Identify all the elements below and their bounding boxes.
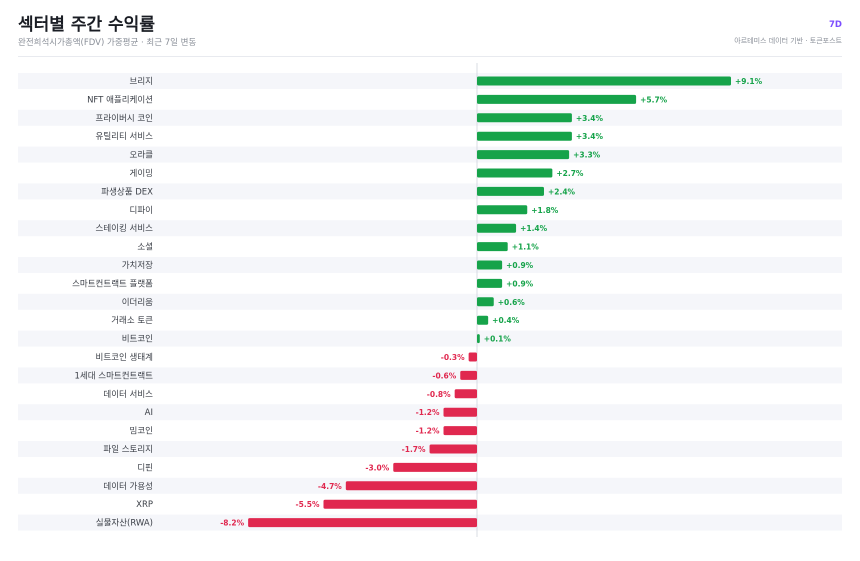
category-label: 이더리움: [122, 297, 153, 308]
bar: [477, 186, 544, 196]
bar: [477, 94, 637, 104]
bar: [468, 352, 477, 362]
period-badge: 7D: [829, 20, 842, 30]
value-label: +3.4%: [576, 114, 604, 123]
bar: [477, 113, 572, 123]
row-background: [18, 257, 842, 273]
bar: [477, 334, 480, 344]
value-label: +1.8%: [531, 206, 559, 215]
value-label: +2.4%: [548, 187, 576, 196]
row-background: [18, 367, 842, 384]
category-label: 데이터 서비스: [103, 389, 153, 400]
bar: [454, 389, 477, 399]
category-label: 파일 스토리지: [103, 445, 153, 455]
category-label: XRP: [136, 500, 153, 510]
category-label: 디파이: [130, 205, 153, 216]
value-label: -0.3%: [441, 353, 465, 362]
category-label: 브리지: [130, 77, 153, 87]
category-label: 유틸리티 서비스: [96, 132, 154, 142]
value-label: +1.4%: [520, 224, 548, 233]
value-label: -3.0%: [365, 463, 389, 472]
value-label: +0.6%: [498, 298, 526, 307]
bar: [443, 426, 477, 436]
row-background: [18, 404, 842, 421]
value-label: -0.6%: [432, 371, 456, 380]
bar: [477, 223, 517, 233]
bar: [477, 242, 508, 252]
row-background: [18, 183, 842, 200]
page-subtitle: 완전희석시가총액(FDV) 가중평균 · 최근 7일 변동: [18, 38, 197, 48]
value-label: -8.2%: [220, 519, 244, 528]
row-background: [18, 220, 842, 237]
bar: [477, 315, 489, 325]
bar: [443, 407, 477, 417]
value-label: +5.7%: [640, 95, 668, 104]
value-label: -4.7%: [318, 482, 342, 491]
category-label: 1세대 스마트컨트랙트: [75, 370, 154, 381]
page-title: 섹터별 주간 수익률: [18, 15, 155, 35]
bar: [477, 131, 572, 141]
value-label: +9.1%: [735, 77, 763, 86]
bar: [477, 205, 528, 215]
category-label: NFT 애플리케이션: [87, 94, 153, 105]
category-label: 디핀: [137, 463, 153, 473]
category-label: 프라이버시 코인: [96, 113, 153, 124]
row-background: [18, 293, 842, 310]
bar: [477, 168, 553, 178]
source-note: 아르테미스 데이터 기반 · 토큰포스트: [734, 37, 842, 45]
bar: [477, 76, 731, 86]
category-label: 파생상품 DEX: [101, 186, 153, 197]
category-label: 스마트컨트랙트 플랫폼: [72, 278, 153, 289]
bar: [345, 481, 477, 491]
bar: [477, 297, 494, 307]
bar: [393, 462, 477, 472]
bar: [248, 518, 477, 528]
bar: [477, 260, 503, 270]
category-label: 게이밍: [130, 168, 153, 179]
value-label: -1.2%: [416, 408, 440, 417]
value-label: -0.8%: [427, 390, 451, 399]
value-label: +0.1%: [484, 335, 512, 344]
value-label: -5.5%: [296, 500, 320, 509]
category-label: 스테이킹 서비스: [96, 223, 154, 234]
value-label: +3.3%: [573, 151, 601, 160]
row-background: [18, 330, 842, 347]
category-label: 데이터 가용성: [103, 481, 153, 492]
bar: [460, 370, 477, 380]
category-label: 가치저장: [122, 260, 153, 271]
category-label: 밈코인: [130, 426, 153, 437]
row-background: [18, 146, 842, 163]
value-label: +0.4%: [492, 316, 520, 325]
bar: [477, 150, 570, 160]
value-label: +0.9%: [506, 279, 534, 288]
value-label: -1.2%: [416, 427, 440, 436]
category-label: 실물자산(RWA): [96, 518, 153, 529]
bar: [477, 278, 503, 288]
row-background: [18, 109, 842, 126]
header-divider: [18, 56, 842, 57]
category-label: 오라클: [130, 151, 154, 161]
category-label: 거래소 토큰: [111, 316, 153, 326]
category-label: AI: [145, 408, 153, 418]
value-label: +1.1%: [512, 243, 540, 252]
value-label: +3.4%: [576, 132, 604, 141]
value-label: -1.7%: [402, 445, 426, 454]
bar: [429, 444, 477, 454]
category-label: 비트코인 생태계: [96, 352, 153, 363]
value-label: +2.7%: [556, 169, 584, 178]
category-label: 비트코인: [122, 334, 153, 345]
bar: [323, 499, 477, 509]
category-label: 소셜: [137, 243, 153, 253]
value-label: +0.9%: [506, 261, 534, 270]
